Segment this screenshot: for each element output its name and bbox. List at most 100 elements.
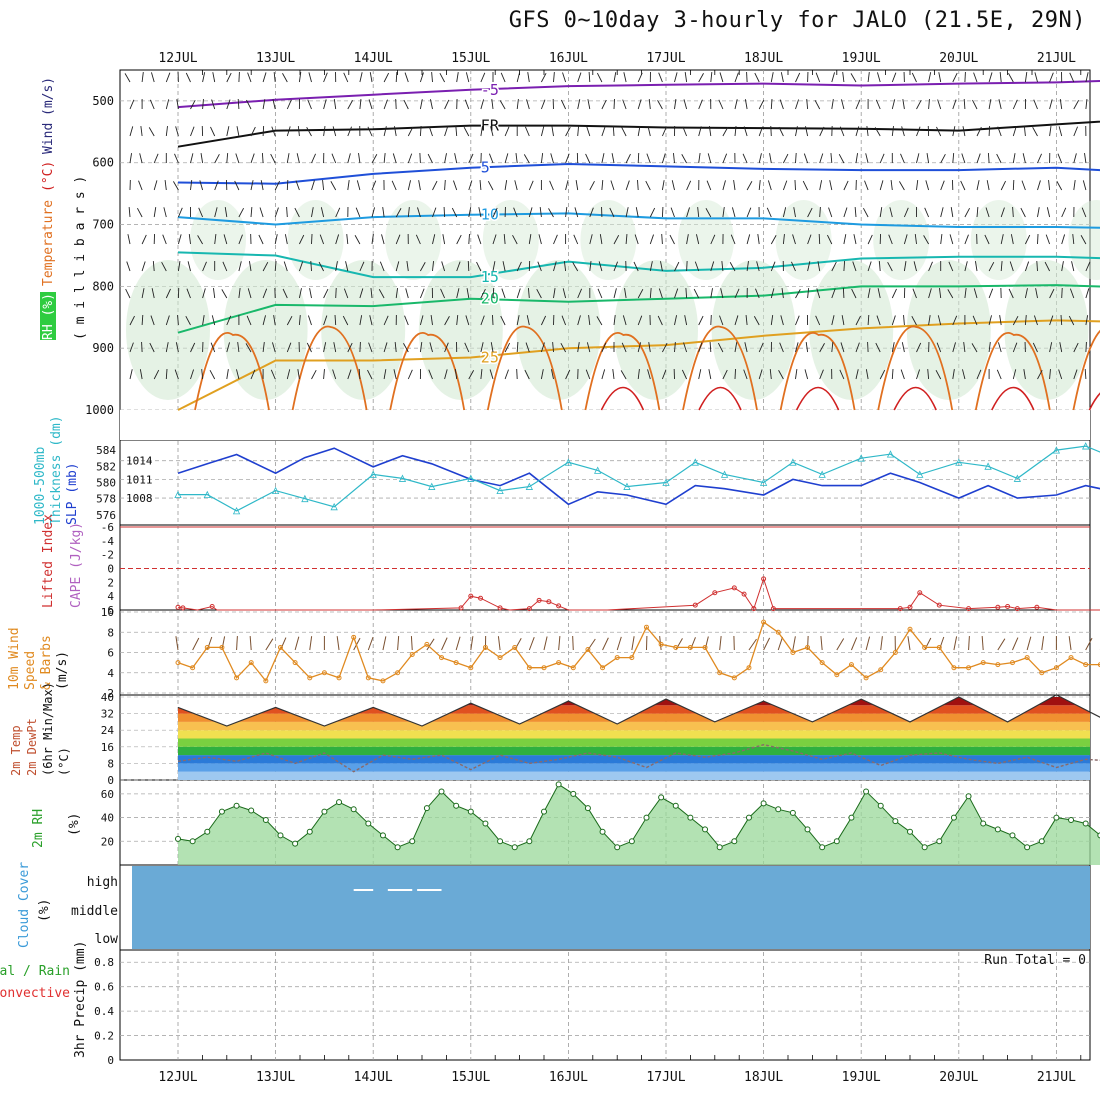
rh2m-marker [365,820,372,827]
wind-barb [710,288,713,299]
wind-barb [686,260,688,272]
wind-barb [432,261,434,272]
temp2m-ylabel: (6hr Min/Max) [41,682,55,776]
wind10m-marker [702,644,708,650]
wind-tick-label: 10 [101,606,114,619]
wind-barb [710,261,715,272]
wind-barb [480,126,483,137]
wind-barb [504,180,508,191]
wind-barb [647,126,651,137]
wind-barb [903,207,909,218]
rh-shade [1068,200,1100,280]
wind-barb [238,261,242,272]
wind-barb [863,207,869,218]
lifted-tick-label: -2 [101,549,114,562]
wind-barb [478,207,482,218]
wind-barb [395,234,401,245]
rh2m-marker [731,838,738,845]
wind-barb [463,126,470,137]
wind-barb [792,234,796,245]
wind-barb [1046,207,1051,218]
upper-ylabel-part: RH (%) [41,293,56,340]
wind-barb [128,206,131,218]
wind-barb [661,126,667,137]
thickness-marker [1013,474,1022,482]
rh2m-marker [921,844,928,851]
wind10m-marker [980,660,986,666]
wind-barb [468,370,475,380]
wind-barb [1023,369,1026,380]
wind-barb [1058,126,1063,137]
wind-barb [802,180,809,191]
wind-barb [273,315,276,326]
wind-barb [890,180,893,191]
isotherm-10 [177,212,1100,229]
temp2m-ylabel: (°C) [57,747,71,776]
wind-barb [973,72,978,83]
wind-barb [307,99,312,110]
cloud-level-label: low [95,932,119,947]
wind-barb [622,99,627,110]
wind10m-barb [850,637,858,651]
wind-barb [1034,72,1038,83]
wind-barb [199,180,204,191]
wind-barb [428,369,433,380]
wind10m-marker [497,655,503,661]
wind-barb [864,180,869,191]
lifted-marker [741,591,747,597]
wind-barb [770,72,774,83]
wind-barb [660,261,663,272]
wind-barb [819,153,824,164]
wind-barb [177,234,182,245]
wind-barb [378,289,385,299]
wind-barb [637,369,640,380]
wind-barb [335,261,338,272]
wind-barb [877,288,881,299]
wind-barb [439,72,445,83]
wind-barb [504,153,509,164]
wind-barb [828,207,833,218]
wind-barb [311,233,313,245]
wind10m-ylabel: (m/s) [55,651,70,690]
wind-barb [843,180,849,191]
wind-barb [212,72,216,83]
wind10m-marker [614,655,620,661]
wind-barb [841,99,845,110]
wind-barb [625,180,630,191]
wind-barb [722,180,726,191]
wind-barb [816,288,821,299]
wind10m-barb [865,636,871,651]
wind-barb [137,207,143,218]
wind-barb [779,342,784,353]
wind-barb [395,98,397,110]
cloud-level-label: high [87,875,118,890]
wind-barb [298,288,302,299]
wind-barb [661,153,666,164]
wind-barb [1048,180,1051,191]
wind-barb [468,180,473,191]
wind-barb [1012,126,1017,137]
lifted-marker [1014,606,1020,612]
wind-barb [795,152,797,164]
wind-barb [550,369,554,380]
wind-barb [512,234,518,245]
wind10m-barb [1026,636,1032,651]
lifted-tick-label: -4 [101,535,115,548]
wind-barb [770,315,774,326]
wind-barb [843,207,848,218]
temp-band [178,746,1090,756]
wind-barb [815,72,821,83]
wind-barb [903,314,905,326]
thickness-marker [271,486,280,494]
rh-shade [614,260,698,400]
wind10m-barb [907,636,911,651]
wind-barb [1060,314,1063,326]
wind-barb [637,72,643,83]
wind-barb [843,260,846,272]
wind-barb [1059,99,1063,110]
wind-barb [139,153,143,164]
date-tick-bottom: 19JUL [842,1070,881,1085]
temp2m-panel [177,694,1100,780]
wind-barb [734,288,740,299]
rh2m-panel [175,781,1100,865]
